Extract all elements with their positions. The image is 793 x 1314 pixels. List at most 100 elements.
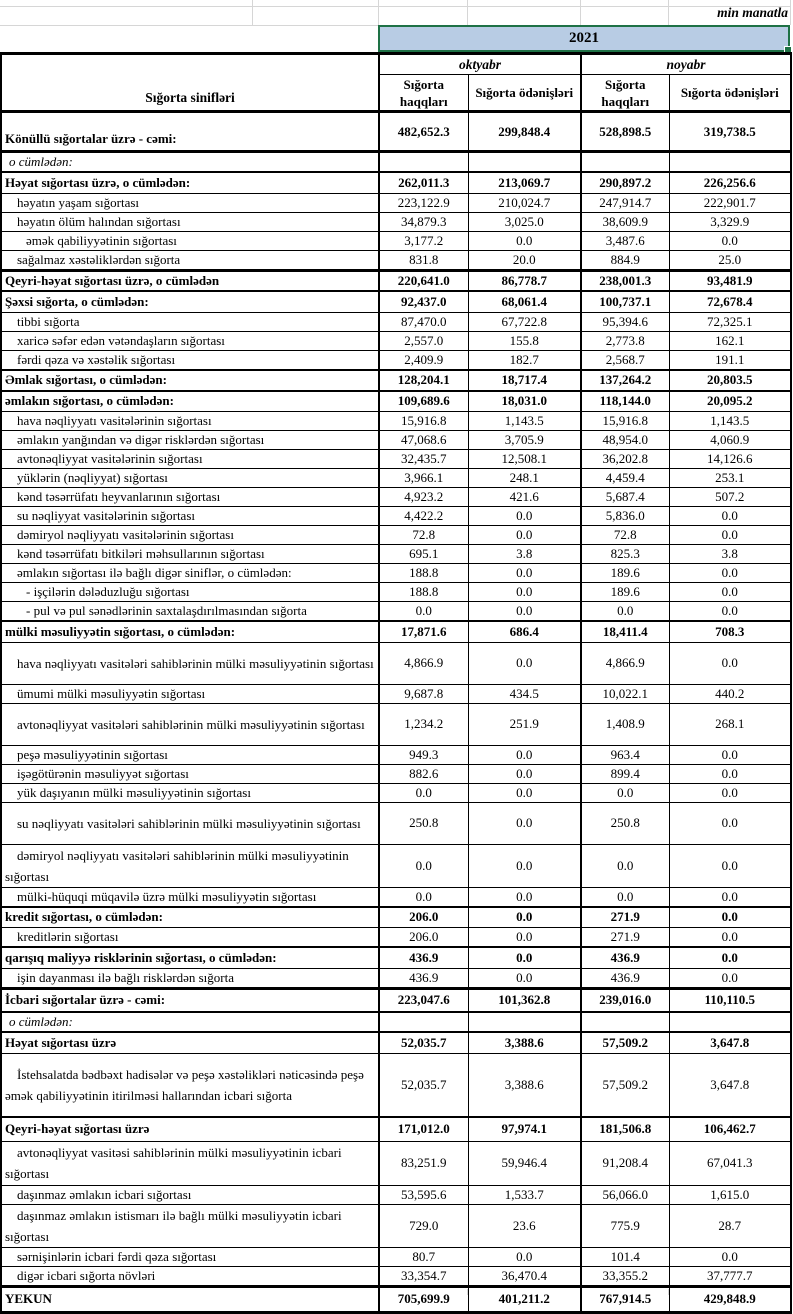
cell-oct-payments[interactable]: 248.1	[467, 468, 582, 488]
cell-nov-premiums[interactable]: 825.3	[580, 544, 670, 564]
cell-nov-payments[interactable]	[668, 150, 792, 173]
row-label-cell[interactable]: dəmiryol nəqliyyatı vasitələri sahibləri…	[0, 843, 380, 888]
cell-oct-premiums[interactable]: 92,437.0	[378, 290, 469, 313]
row-label-cell[interactable]: kreditlərin sığortası	[0, 927, 380, 948]
cell-oct-payments[interactable]: 0.0	[467, 927, 582, 948]
row-label-cell[interactable]: hava nəqliyyatı vasitələrinin sığortası	[0, 411, 380, 431]
cell-oct-premiums[interactable]: 4,923.2	[378, 487, 469, 507]
cell-nov-payments[interactable]: 268.1	[668, 702, 792, 746]
cell-oct-payments[interactable]: 686.4	[467, 620, 582, 643]
cell-nov-payments[interactable]: 0.0	[668, 525, 792, 545]
cell-nov-premiums[interactable]: 48,954.0	[580, 430, 670, 450]
cell-oct-premiums[interactable]: 188.8	[378, 563, 469, 583]
cell-nov-payments[interactable]: 0.0	[668, 801, 792, 845]
cell-nov-payments[interactable]: 3,647.8	[668, 1052, 792, 1118]
cell-nov-premiums[interactable]: 10,022.1	[580, 683, 670, 704]
cell-nov-premiums[interactable]: 290,897.2	[580, 171, 670, 194]
cell-nov-premiums[interactable]: 3,487.6	[580, 230, 670, 251]
cell-nov-payments[interactable]: 0.0	[668, 744, 792, 765]
cell-nov-premiums[interactable]: 0.0	[580, 843, 670, 888]
row-label-cell[interactable]: su nəqliyyatı vasitələri sahiblərinin mü…	[0, 801, 380, 845]
cell-nov-premiums[interactable]: 4,866.9	[580, 641, 670, 685]
cell-oct-payments[interactable]: 97,974.1	[467, 1116, 582, 1142]
cell-nov-payments[interactable]: 0.0	[668, 967, 792, 989]
row-label-cell[interactable]: - işçilərin dələduzluğu sığortası	[0, 582, 380, 602]
cell-nov-premiums[interactable]: 767,914.5	[580, 1284, 670, 1313]
row-label-cell[interactable]: yüklərin (nəqliyyat) sığortası	[0, 468, 380, 488]
row-label-cell[interactable]: Həyat sığortası üzrə, o cümlədən:	[0, 171, 380, 194]
cell-oct-premiums[interactable]: 206.0	[378, 927, 469, 948]
cell-oct-premiums[interactable]: 250.8	[378, 801, 469, 845]
col-header-premiums-nov[interactable]: Sığorta haqqları	[580, 74, 670, 113]
cell-oct-premiums[interactable]: 882.6	[378, 763, 469, 784]
cell-oct-payments[interactable]: 210,024.7	[467, 192, 582, 213]
cell-oct-payments[interactable]: 0.0	[467, 763, 582, 784]
cell-nov-premiums[interactable]: 101.4	[580, 1246, 670, 1267]
cell-nov-payments[interactable]: 20,803.5	[668, 368, 792, 391]
cell-nov-premiums[interactable]: 775.9	[580, 1203, 670, 1248]
cell-nov-premiums[interactable]: 181,506.8	[580, 1116, 670, 1142]
cell-nov-payments[interactable]: 1,615.0	[668, 1184, 792, 1205]
row-label-cell[interactable]: digər icbari sığorta növləri	[0, 1265, 380, 1287]
cell-nov-payments[interactable]: 191.1	[668, 349, 792, 370]
cell-oct-premiums[interactable]: 15,916.8	[378, 411, 469, 431]
cell-nov-premiums[interactable]: 239,016.0	[580, 986, 670, 1013]
cell-nov-payments[interactable]: 0.0	[668, 641, 792, 685]
cell-nov-premiums[interactable]: 5,687.4	[580, 487, 670, 507]
row-label-cell[interactable]: İstehsalatda bədbəxt hadisələr və peşə x…	[0, 1052, 380, 1118]
cell-oct-payments[interactable]: 434.5	[467, 683, 582, 704]
cell-oct-payments[interactable]: 1,533.7	[467, 1184, 582, 1205]
cell-nov-premiums[interactable]: 72.8	[580, 525, 670, 545]
cell-oct-payments[interactable]: 0.0	[467, 601, 582, 622]
cell-nov-premiums[interactable]: 100,737.1	[580, 290, 670, 313]
cell-oct-payments[interactable]: 0.0	[467, 506, 582, 526]
cell-oct-premiums[interactable]: 33,354.7	[378, 1265, 469, 1287]
cell-oct-premiums[interactable]	[378, 150, 469, 173]
cell-oct-payments[interactable]: 68,061.4	[467, 290, 582, 313]
cell-nov-payments[interactable]: 226,256.6	[668, 171, 792, 194]
cell-oct-premiums[interactable]: 223,122.9	[378, 192, 469, 213]
cell-oct-payments[interactable]: 0.0	[467, 967, 582, 989]
cell-oct-payments[interactable]: 0.0	[467, 782, 582, 803]
cell-nov-payments[interactable]: 0.0	[668, 886, 792, 907]
row-label-cell[interactable]: əmlakın sığortası ilə bağlı digər sinifl…	[0, 563, 380, 583]
cell-oct-premiums[interactable]: 220,641.0	[378, 268, 469, 292]
cell-oct-premiums[interactable]: 2,409.9	[378, 349, 469, 370]
cell-nov-premiums[interactable]: 528,898.5	[580, 110, 670, 152]
cell-oct-payments[interactable]: 0.0	[467, 801, 582, 845]
cell-nov-payments[interactable]: 25.0	[668, 249, 792, 271]
cell-oct-premiums[interactable]: 4,422.2	[378, 506, 469, 526]
cell-nov-payments[interactable]: 20,095.2	[668, 389, 792, 412]
cell-oct-payments[interactable]: 101,362.8	[467, 986, 582, 1013]
cell-oct-premiums[interactable]: 52,035.7	[378, 1052, 469, 1118]
cell-oct-premiums[interactable]: 53,595.6	[378, 1184, 469, 1205]
col-header-premiums-oct[interactable]: Sığorta haqqları	[378, 74, 469, 113]
cell-nov-payments[interactable]: 28.7	[668, 1203, 792, 1248]
row-label-cell[interactable]: su nəqliyyat vasitələrinin sığortası	[0, 506, 380, 526]
row-label-cell[interactable]: Şəxsi sığorta, o cümlədən:	[0, 290, 380, 313]
cell-oct-payments[interactable]: 0.0	[467, 582, 582, 602]
cell-oct-payments[interactable]: 1,143.5	[467, 411, 582, 431]
cell-nov-payments[interactable]	[668, 1011, 792, 1033]
row-label-cell[interactable]: Könüllü sığortalar üzrə - cəmi:	[0, 110, 380, 152]
cell-oct-premiums[interactable]: 128,204.1	[378, 368, 469, 391]
cell-nov-premiums[interactable]: 38,609.9	[580, 211, 670, 232]
cell-oct-payments[interactable]: 23.6	[467, 1203, 582, 1248]
row-label-cell[interactable]: Qeyri-həyat sığortası üzrə	[0, 1116, 380, 1142]
cell-oct-premiums[interactable]: 2,557.0	[378, 330, 469, 351]
cell-oct-payments[interactable]	[467, 150, 582, 173]
cell-nov-payments[interactable]: 0.0	[668, 563, 792, 583]
cell-oct-payments[interactable]: 36,470.4	[467, 1265, 582, 1287]
cell-oct-payments[interactable]	[467, 1011, 582, 1033]
cell-oct-premiums[interactable]: 9,687.8	[378, 683, 469, 704]
cell-nov-payments[interactable]: 0.0	[668, 905, 792, 928]
cell-oct-premiums[interactable]: 3,966.1	[378, 468, 469, 488]
cell-oct-payments[interactable]: 0.0	[467, 886, 582, 907]
row-label-cell[interactable]: avtonəqliyyat vasitələrinin sığortası	[0, 449, 380, 469]
cell-nov-premiums[interactable]: 0.0	[580, 782, 670, 803]
cell-nov-payments[interactable]: 110,110.5	[668, 986, 792, 1013]
cell-nov-premiums[interactable]: 95,394.6	[580, 311, 670, 332]
cell-oct-premiums[interactable]: 695.1	[378, 544, 469, 564]
cell-oct-payments[interactable]: 3,705.9	[467, 430, 582, 450]
cell-oct-premiums[interactable]: 729.0	[378, 1203, 469, 1248]
